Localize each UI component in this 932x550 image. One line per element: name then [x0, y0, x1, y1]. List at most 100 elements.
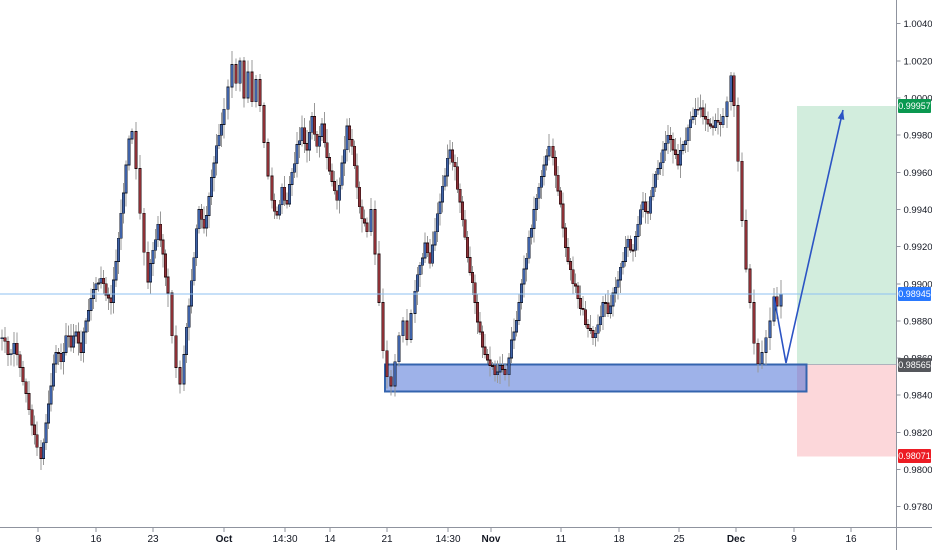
- candle-down: [389, 376, 393, 387]
- time-tick-label: 14:30: [435, 534, 460, 545]
- candle-down: [483, 346, 487, 355]
- candle-up: [638, 209, 643, 225]
- candle-up: [194, 228, 199, 259]
- candle-up: [768, 320, 772, 339]
- candle-up: [779, 293, 783, 307]
- candle-up: [636, 223, 640, 237]
- candle-down: [643, 201, 648, 212]
- candle-up: [96, 282, 101, 285]
- candle-down: [18, 354, 22, 368]
- time-tick-label: 16: [90, 534, 102, 545]
- candle-down: [716, 120, 720, 123]
- candle-up: [663, 142, 668, 151]
- candle-up: [534, 197, 539, 210]
- candle-up: [529, 228, 534, 238]
- candle-up: [219, 124, 224, 136]
- candle-up: [111, 279, 116, 303]
- candle-down: [360, 206, 364, 220]
- stop-zone[interactable]: [797, 364, 897, 457]
- candle-down: [3, 337, 7, 342]
- time-tick-label: Nov: [482, 534, 501, 545]
- candle-up: [61, 351, 66, 363]
- candle-down: [104, 283, 108, 296]
- candle-down: [352, 145, 357, 167]
- candle-up: [539, 176, 544, 188]
- candle-down: [588, 327, 593, 331]
- candle-down: [325, 142, 329, 158]
- candle-down: [272, 199, 277, 212]
- candle-up: [729, 75, 733, 103]
- time-tick-label: 18: [613, 534, 625, 545]
- time-tick-label: 14: [324, 534, 336, 545]
- candle-up: [433, 231, 437, 246]
- candle-down: [373, 209, 377, 255]
- candle-up: [246, 71, 250, 99]
- candle-down: [470, 272, 475, 284]
- candle-down: [56, 352, 61, 354]
- candle-down: [561, 203, 565, 229]
- candle-up: [542, 164, 546, 177]
- candle-down: [76, 331, 81, 344]
- candle-down: [282, 186, 287, 201]
- demand-zone-rectangle[interactable]: [384, 363, 808, 393]
- candle-down: [266, 142, 270, 177]
- candle-up: [130, 131, 134, 140]
- candle-up: [182, 353, 186, 385]
- target-zone[interactable]: [797, 106, 897, 365]
- candle-up: [71, 335, 76, 348]
- candle-up: [440, 185, 445, 203]
- candle-up: [44, 422, 48, 444]
- candle-up: [725, 101, 729, 117]
- candle-down: [563, 227, 568, 248]
- candle-down: [732, 75, 736, 106]
- candle-down: [485, 353, 490, 361]
- candle-down: [350, 139, 354, 147]
- candle-down: [478, 321, 482, 333]
- candle-down: [302, 127, 307, 144]
- price-label-target: 0.99957: [898, 99, 931, 113]
- candle-up: [509, 339, 514, 359]
- candle-up: [184, 326, 189, 355]
- price-axis[interactable]: 1.004001.002001.000000.998000.996000.994…: [896, 19, 932, 513]
- candle-up: [656, 168, 660, 175]
- candle-down: [628, 238, 633, 251]
- candle-up: [415, 274, 420, 292]
- price-label-stop: 0.98071: [898, 449, 931, 464]
- candle-down: [493, 365, 497, 376]
- candle-up: [12, 342, 16, 355]
- candle-up: [238, 60, 242, 84]
- candle-down: [270, 175, 274, 201]
- candle-down: [377, 253, 381, 303]
- candle-down: [744, 220, 748, 270]
- candle-down: [32, 424, 37, 436]
- candle-up: [544, 155, 549, 166]
- candles-series[interactable]: [0, 51, 783, 470]
- candle-down: [21, 366, 25, 383]
- candle-down: [322, 123, 327, 144]
- trade-zones[interactable]: [384, 106, 897, 457]
- projection-arrow[interactable]: [773, 109, 844, 364]
- candle-down: [330, 170, 334, 183]
- candle-up: [661, 149, 665, 164]
- candle-up: [212, 162, 216, 178]
- candle-up: [621, 261, 625, 268]
- candle-up: [254, 79, 258, 103]
- candle-down: [703, 116, 708, 120]
- candle-up: [495, 371, 500, 376]
- candle-up: [297, 140, 302, 145]
- candle-up: [623, 246, 628, 262]
- candle-down: [170, 292, 174, 337]
- candle-up: [524, 257, 529, 270]
- candle-down: [453, 161, 457, 168]
- candle-up: [393, 361, 397, 387]
- candle-down: [553, 157, 558, 176]
- time-axis[interactable]: 9 16 23 Oct 14:30 14 21 14:30 Nov 11 18 25 Dec 9 16: [35, 528, 857, 545]
- candle-down: [101, 277, 106, 285]
- candle-down: [405, 320, 409, 340]
- candle-up: [651, 186, 655, 198]
